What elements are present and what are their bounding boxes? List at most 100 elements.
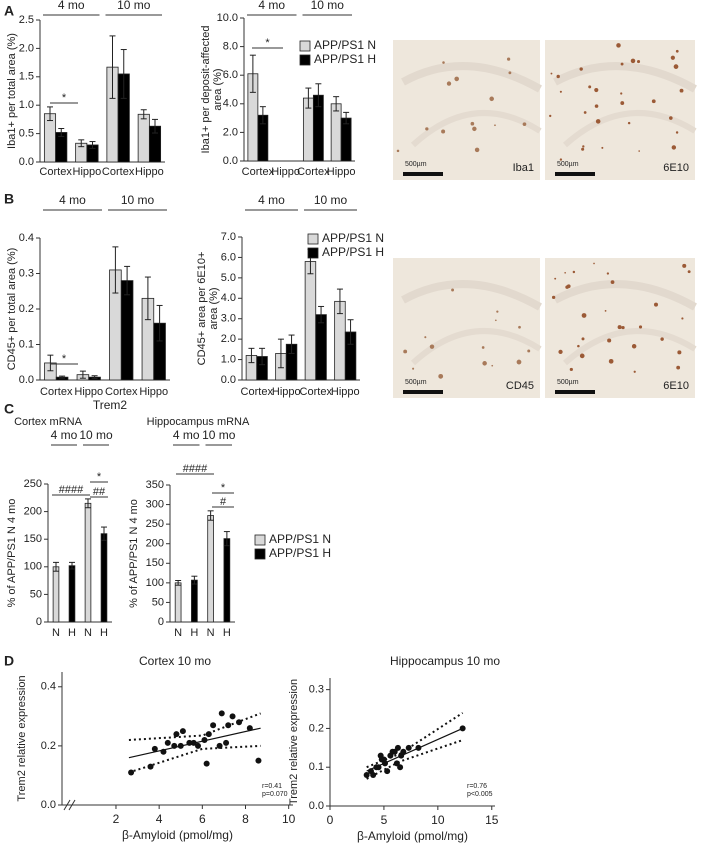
- scale-bar-label: 500µm: [405, 161, 427, 168]
- y-tick-label: 4.0: [223, 98, 238, 110]
- y-tick-label: 100: [24, 561, 42, 573]
- micrograph: [545, 40, 695, 180]
- stain-dot: [429, 344, 435, 349]
- panel-label: D: [4, 653, 14, 669]
- legend-swatch: [299, 54, 311, 66]
- stain-dot: [559, 90, 562, 93]
- data-point: [186, 739, 193, 746]
- y-tick-label: 0.0: [223, 155, 238, 167]
- y-tick-label: 2.5: [19, 14, 34, 26]
- x-tick-label: 15: [485, 813, 499, 827]
- data-point: [160, 748, 167, 755]
- chart-title: Hippocampus mRNA: [147, 416, 250, 428]
- stain-dot: [516, 359, 522, 365]
- stain-dot: [681, 317, 684, 320]
- stain-dot: [673, 64, 679, 69]
- y-tick-label: 0.0: [41, 799, 56, 811]
- stain-dot: [489, 96, 494, 102]
- stain-dot: [670, 55, 675, 60]
- x-axis-label: β-Amyloid (pmol/mg): [122, 828, 233, 842]
- y-tick-label: 350: [146, 479, 164, 491]
- x-tick-label: Cortex: [297, 166, 330, 178]
- stain-dot: [594, 104, 599, 108]
- x-tick-label: N: [207, 627, 215, 639]
- stain-dot: [638, 325, 643, 329]
- stain-dot: [551, 295, 556, 300]
- error-bar: [175, 580, 182, 586]
- data-point: [216, 742, 223, 749]
- stats-label: p<0.005: [467, 791, 493, 798]
- bar: [120, 280, 134, 381]
- data-point: [370, 771, 377, 778]
- y-tick-label: 200: [146, 538, 164, 550]
- data-point: [205, 731, 212, 738]
- image-label: CD45: [506, 380, 534, 392]
- x-tick-label: Hippo: [271, 166, 300, 178]
- error-bar: [59, 375, 66, 379]
- fit-line: [366, 727, 463, 772]
- x-tick-label: Hippo: [74, 386, 103, 398]
- stain-dot: [621, 325, 625, 330]
- bar: [174, 582, 182, 623]
- data-point: [246, 725, 253, 732]
- y-tick-label: 200: [24, 506, 42, 518]
- stain-dot: [494, 124, 496, 127]
- legend-swatch: [254, 534, 266, 546]
- group-label: 4 mo: [59, 193, 86, 207]
- x-tick-label: 5: [381, 813, 388, 827]
- legend-label: APP/PS1 H: [314, 52, 376, 66]
- tissue-layer: [553, 62, 697, 93]
- error-bar: [91, 375, 98, 380]
- group-label: 4 mo: [173, 428, 200, 442]
- chart-title: Cortex 10 mo: [139, 654, 211, 668]
- y-tick-label: 0.4: [19, 232, 34, 244]
- error-bar: [343, 111, 350, 125]
- stain-dot: [569, 367, 573, 372]
- scale-bar: [555, 172, 595, 176]
- bar: [340, 117, 352, 162]
- x-tick-label: 6: [199, 812, 206, 826]
- stain-dot: [595, 119, 601, 124]
- stain-dot: [636, 60, 641, 64]
- data-point: [190, 739, 197, 746]
- y-tick-label: 250: [24, 478, 42, 490]
- stats-label: r=0.76: [467, 783, 487, 790]
- data-point: [363, 771, 370, 778]
- error-bar: [191, 575, 198, 585]
- stain-dot: [579, 67, 583, 71]
- bar: [330, 103, 342, 162]
- stain-dot: [669, 116, 673, 120]
- y-tick-label: 150: [24, 533, 42, 545]
- scale-bar-label: 500µm: [557, 379, 579, 386]
- y-tick-label: 0.0: [221, 374, 236, 386]
- stain-dot: [572, 270, 576, 274]
- data-point: [128, 769, 135, 776]
- y-tick-label: 150: [146, 557, 164, 569]
- y-tick-label: 50: [152, 596, 164, 608]
- group-label: 10 mo: [202, 428, 236, 442]
- error-bar: [305, 87, 312, 109]
- error-bar: [318, 305, 325, 324]
- x-tick-label: Cortex: [40, 386, 73, 398]
- x-tick-label: Hippo: [139, 386, 168, 398]
- legend-label: APP/PS1 N: [269, 532, 331, 546]
- error-bar: [207, 510, 214, 521]
- x-tick-label: 10: [282, 812, 296, 826]
- bar: [137, 113, 150, 163]
- y-tick-label: 0.4: [41, 681, 56, 693]
- error-bar: [79, 370, 86, 379]
- stain-dot: [496, 310, 499, 313]
- stain-dot: [588, 85, 592, 89]
- stain-dot: [675, 49, 679, 53]
- y-axis-label: Trem2 relative expression: [288, 679, 300, 805]
- error-bar: [248, 347, 255, 364]
- error-bar: [249, 54, 256, 93]
- significance-label: *: [62, 353, 67, 365]
- bar: [100, 533, 108, 623]
- y-tick-label: 2.0: [19, 42, 34, 54]
- significance-label: ####: [59, 484, 84, 496]
- group-label: 10 mo: [79, 428, 113, 442]
- error-bar: [58, 127, 65, 137]
- stain-dot: [474, 147, 480, 153]
- stain-dot: [472, 126, 477, 132]
